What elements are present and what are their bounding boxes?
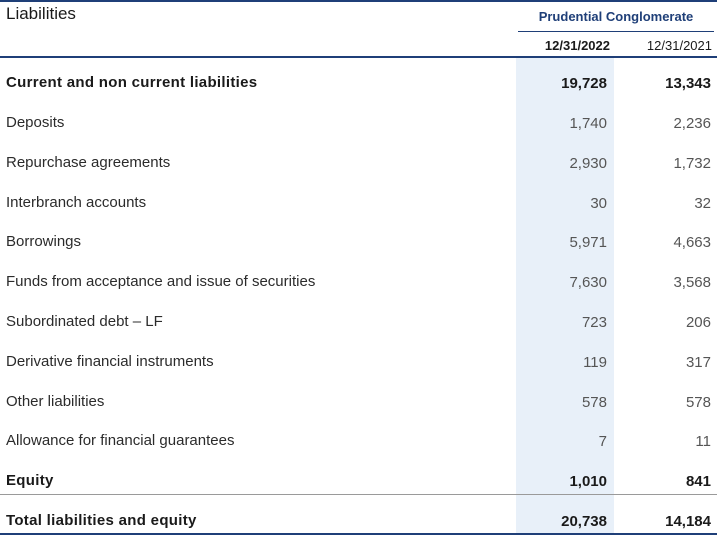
value-2021: 4,663 — [673, 234, 711, 251]
header-rule — [0, 56, 717, 58]
row-label: Current and non current liabilities — [6, 74, 258, 91]
table-row-current-liabilities: Current and non current liabilities 19,7… — [0, 66, 717, 106]
value-2021: 317 — [685, 354, 711, 371]
row-label: Equity — [6, 472, 54, 489]
row-label: Derivative financial instruments — [6, 353, 214, 370]
table-title: Liabilities — [6, 4, 76, 23]
top-rule — [0, 0, 717, 2]
table-row-total: Total liabilities and equity 20,738 14,1… — [0, 504, 717, 544]
row-label: Borrowings — [6, 233, 82, 250]
value-2021: 3,568 — [673, 274, 711, 291]
row-label: Subordinated debt – LF — [6, 313, 163, 330]
table-row-interbranch-accounts: Interbranch accounts 30 32 — [0, 186, 717, 226]
table-row-derivatives: Derivative financial instruments 119 317 — [0, 345, 717, 385]
row-label: Repurchase agreements — [6, 154, 171, 171]
value-2022: 20,738 — [561, 513, 607, 530]
row-label: Allowance for financial guarantees — [6, 432, 235, 449]
value-2022: 1,010 — [569, 473, 607, 490]
value-2021: 1,732 — [673, 155, 711, 172]
row-label: Other liabilities — [6, 393, 105, 410]
value-2021: 13,343 — [665, 75, 711, 92]
table-row-borrowings: Borrowings 5,971 4,663 — [0, 225, 717, 265]
total-separator — [0, 494, 717, 495]
column-header-2022: 12/31/2022 — [544, 38, 610, 53]
company-underline — [518, 31, 714, 32]
value-2022: 30 — [590, 195, 607, 212]
value-2022: 5,971 — [569, 234, 607, 251]
table-row-other-liabilities: Other liabilities 578 578 — [0, 385, 717, 425]
value-2021: 14,184 — [665, 513, 711, 530]
value-2021: 578 — [685, 394, 711, 411]
value-2021: 32 — [694, 195, 711, 212]
table-row-subordinated-debt: Subordinated debt – LF 723 206 — [0, 305, 717, 345]
table-row-repurchase-agreements: Repurchase agreements 2,930 1,732 — [0, 146, 717, 186]
bottom-rule — [0, 533, 717, 535]
row-label: Funds from acceptance and issue of secur… — [6, 273, 316, 290]
value-2021: 206 — [685, 314, 711, 331]
value-2021: 2,236 — [673, 115, 711, 132]
table-row-equity: Equity 1,010 841 — [0, 464, 717, 504]
table-row-financial-guarantees: Allowance for financial guarantees 7 11 — [0, 424, 717, 464]
value-2021: 841 — [685, 473, 711, 490]
value-2022: 7 — [598, 433, 607, 450]
value-2022: 119 — [583, 354, 607, 371]
value-2022: 2,930 — [569, 155, 607, 172]
row-label: Interbranch accounts — [6, 194, 147, 211]
value-2022: 1,740 — [569, 115, 607, 132]
value-2022: 723 — [581, 314, 607, 331]
column-header-2021: 12/31/2021 — [646, 38, 712, 53]
value-2021: 11 — [695, 433, 711, 450]
table-row-funds-securities: Funds from acceptance and issue of secur… — [0, 265, 717, 305]
value-2022: 7,630 — [569, 274, 607, 291]
value-2022: 19,728 — [561, 75, 607, 92]
highlight-column-2022 — [516, 57, 614, 534]
company-header: Prudential Conglomerate — [538, 9, 694, 24]
table-row-deposits: Deposits 1,740 2,236 — [0, 106, 717, 146]
row-label: Total liabilities and equity — [6, 512, 197, 529]
row-label: Deposits — [6, 114, 65, 131]
value-2022: 578 — [581, 394, 607, 411]
